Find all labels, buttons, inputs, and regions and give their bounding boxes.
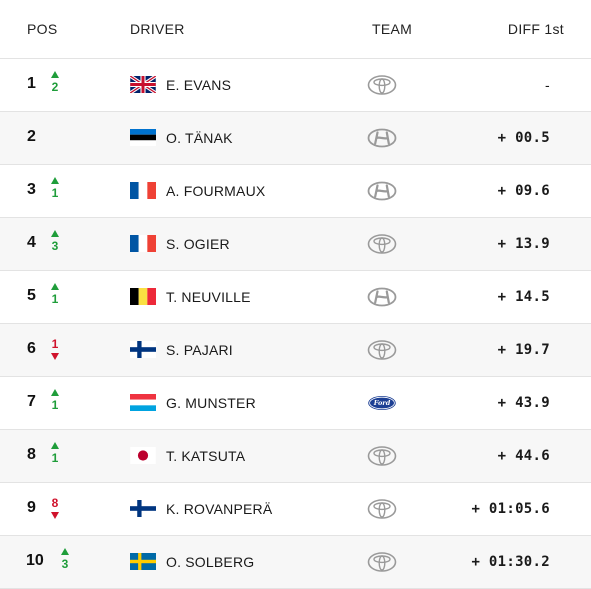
position-change: 1: [51, 186, 59, 200]
time-diff: + 09.6: [497, 183, 550, 199]
jp-flag-icon: [130, 447, 156, 464]
position-up-indicator: 1: [50, 389, 60, 411]
position-change: 8: [51, 496, 59, 510]
time-diff: + 43.9: [497, 395, 550, 411]
driver-name[interactable]: O. TÄNAK: [166, 130, 233, 146]
position-number: 6: [27, 340, 36, 357]
driver-name[interactable]: S. PAJARI: [166, 342, 233, 358]
fr-flag-icon: [130, 182, 156, 199]
toyota-logo-icon: [367, 498, 397, 520]
position-number: 1: [27, 75, 36, 92]
arrow-up-icon: [51, 389, 59, 396]
toyota-logo-icon: [367, 445, 397, 467]
time-diff: + 44.6: [497, 448, 550, 464]
position-up-indicator: 3: [50, 230, 60, 252]
ford-logo-icon: Ford: [367, 392, 397, 414]
time-diff: + 01:30.2: [471, 554, 550, 570]
arrow-up-icon: [51, 442, 59, 449]
header-team[interactable]: TEAM: [372, 21, 413, 37]
time-diff: -: [545, 77, 550, 93]
lu-flag-icon: [130, 394, 156, 411]
hyundai-logo-icon: [367, 286, 397, 308]
arrow-up-icon: [61, 548, 69, 555]
table-row[interactable]: 2 O. TÄNAK + 00.5: [0, 112, 591, 165]
position-down-indicator: 1: [50, 338, 60, 360]
position-change: 1: [51, 451, 59, 465]
gb-flag-icon: [130, 76, 156, 93]
table-header: POS DRIVER TEAM DIFF 1st: [0, 0, 591, 59]
time-diff: + 14.5: [497, 289, 550, 305]
driver-name[interactable]: G. MUNSTER: [166, 395, 256, 411]
table-row[interactable]: 8 1 T. KATSUTA + 44.6: [0, 430, 591, 483]
fr-flag-icon: [130, 235, 156, 252]
time-diff: + 19.7: [497, 342, 550, 358]
svg-text:Ford: Ford: [373, 399, 391, 407]
position-number: 3: [27, 181, 36, 198]
toyota-logo-icon: [367, 74, 397, 96]
arrow-up-icon: [51, 71, 59, 78]
position-number: 10: [26, 552, 44, 569]
position-change: 3: [61, 557, 69, 571]
position-up-indicator: 1: [50, 442, 60, 464]
table-row[interactable]: 9 8 K. ROVANPERÄ + 01:05.6: [0, 483, 591, 536]
toyota-logo-icon: [367, 233, 397, 255]
be-flag-icon: [130, 288, 156, 305]
position-number: 5: [27, 287, 36, 304]
toyota-logo-icon: [367, 551, 397, 573]
driver-name[interactable]: T. NEUVILLE: [166, 289, 251, 305]
fi-flag-icon: [130, 500, 156, 517]
position-up-indicator: 1: [50, 177, 60, 199]
hyundai-logo-icon: [367, 180, 397, 202]
hyundai-logo-icon: [367, 127, 397, 149]
table-body: 1 2 E. EVANS - 2 O. TÄNAK + 00.5 3 1 A. FOURMAUX +…: [0, 59, 591, 589]
position-number: 8: [27, 446, 36, 463]
time-diff: + 01:05.6: [471, 501, 550, 517]
driver-name[interactable]: S. OGIER: [166, 236, 230, 252]
position-up-indicator: 1: [50, 283, 60, 305]
ee-flag-icon: [130, 129, 156, 146]
position-down-indicator: 8: [50, 497, 60, 519]
position-up-indicator: 2: [50, 71, 60, 93]
header-driver[interactable]: DRIVER: [130, 21, 185, 37]
driver-name[interactable]: K. ROVANPERÄ: [166, 501, 273, 517]
arrow-up-icon: [51, 283, 59, 290]
position-change: 1: [51, 337, 59, 351]
position-change: 1: [51, 292, 59, 306]
driver-name[interactable]: T. KATSUTA: [166, 448, 246, 464]
header-pos[interactable]: POS: [27, 21, 58, 37]
position-number: 4: [27, 234, 36, 251]
table-row[interactable]: 10 3 O. SOLBERG + 01:30.2: [0, 536, 591, 589]
fi-flag-icon: [130, 341, 156, 358]
table-row[interactable]: 1 2 E. EVANS -: [0, 59, 591, 112]
position-change: 2: [51, 80, 59, 94]
position-number: 9: [27, 499, 36, 516]
time-diff: + 13.9: [497, 236, 550, 252]
se-flag-icon: [130, 553, 156, 570]
time-diff: + 00.5: [497, 130, 550, 146]
arrow-down-icon: [51, 353, 59, 360]
arrow-up-icon: [51, 177, 59, 184]
position-change: 1: [51, 398, 59, 412]
driver-name[interactable]: O. SOLBERG: [166, 554, 255, 570]
table-row[interactable]: 7 1 G. MUNSTER Ford + 43.9: [0, 377, 591, 430]
table-row[interactable]: 3 1 A. FOURMAUX + 09.6: [0, 165, 591, 218]
driver-name[interactable]: E. EVANS: [166, 77, 232, 93]
table-row[interactable]: 6 1 S. PAJARI + 19.7: [0, 324, 591, 377]
position-up-indicator: 3: [60, 548, 70, 570]
driver-name[interactable]: A. FOURMAUX: [166, 183, 266, 199]
table-row[interactable]: 5 1 T. NEUVILLE + 14.5: [0, 271, 591, 324]
position-change: 3: [51, 239, 59, 253]
position-number: 2: [27, 128, 36, 145]
toyota-logo-icon: [367, 339, 397, 361]
arrow-down-icon: [51, 512, 59, 519]
position-number: 7: [27, 393, 36, 410]
header-diff[interactable]: DIFF 1st: [507, 21, 564, 37]
table-row[interactable]: 4 3 S. OGIER + 13.9: [0, 218, 591, 271]
arrow-up-icon: [51, 230, 59, 237]
